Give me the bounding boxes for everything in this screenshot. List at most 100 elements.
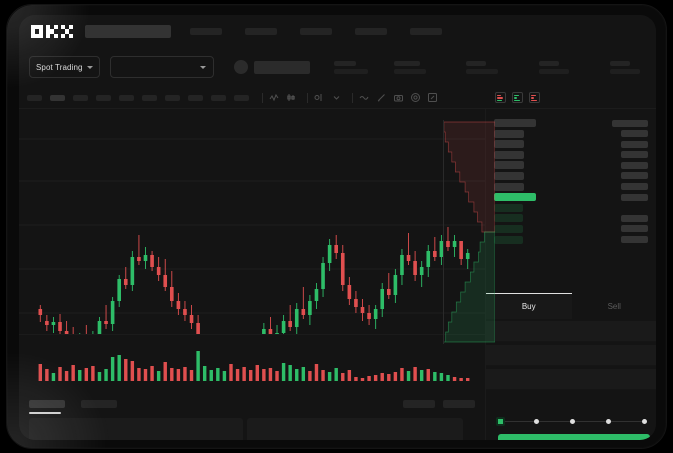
trading-mode-selector[interactable]: Spot Trading	[29, 56, 100, 78]
submit-order-button[interactable]	[498, 434, 650, 440]
orderbook-row[interactable]	[494, 129, 648, 138]
amount-percent-slider[interactable]	[496, 416, 648, 426]
orderbook-and-order-form: Buy Sell	[485, 109, 656, 440]
orderbook-bid-size	[621, 236, 648, 244]
camera-icon[interactable]	[392, 92, 404, 104]
orderbook-row[interactable]	[494, 235, 648, 244]
trading-pair-selector[interactable]	[109, 56, 214, 78]
tab-buy-label: Buy	[521, 302, 536, 311]
order-field-price[interactable]	[486, 321, 656, 342]
bottom-actions	[403, 400, 475, 408]
orderbook-bid-price	[494, 203, 523, 212]
orderbook-row[interactable]	[494, 171, 648, 180]
stat-low-24h	[539, 60, 569, 74]
chart-toolbar	[19, 87, 656, 109]
orderbook-rows[interactable]	[486, 109, 656, 244]
timeframe-30m[interactable]	[96, 94, 111, 101]
line-chart-icon[interactable]	[268, 92, 280, 104]
bottom-card-right[interactable]	[247, 418, 463, 440]
stat-label	[393, 60, 420, 66]
orderbook-row[interactable]	[494, 224, 648, 233]
okx-logo[interactable]	[31, 24, 75, 38]
fullscreen-icon[interactable]	[426, 92, 438, 104]
timeframe-1d[interactable]	[165, 94, 180, 101]
market-stats-primary	[333, 60, 426, 74]
timeframe-1h[interactable]	[119, 94, 134, 101]
orderbook-both-icon[interactable]	[495, 92, 506, 103]
nav-item-markets[interactable]	[190, 27, 222, 35]
orderbook-layout-toggles	[495, 92, 648, 103]
orderbook-row[interactable]	[494, 214, 648, 223]
orderbook-ask-price	[494, 150, 524, 159]
stat-value	[539, 68, 569, 74]
orderbook-bid-price	[494, 224, 523, 233]
nav-item-trade[interactable]	[245, 27, 277, 35]
slider-step-dot[interactable]	[606, 418, 611, 424]
tab-open-orders[interactable]	[29, 400, 65, 414]
orderbook-row[interactable]	[494, 150, 648, 159]
stat-label	[610, 60, 630, 66]
timeframe-4h[interactable]	[142, 94, 157, 101]
slider-step-dot[interactable]	[570, 418, 575, 424]
tab-sell-label: Sell	[607, 302, 621, 311]
order-field-total[interactable]	[486, 369, 656, 390]
orderbook-ask-price	[494, 182, 524, 191]
slider-step-dot[interactable]	[642, 418, 647, 424]
orderbook-ask-size	[612, 119, 648, 127]
orderbook-row[interactable]	[494, 119, 648, 127]
global-search-field[interactable]	[85, 24, 171, 38]
orderbook-row[interactable]	[494, 182, 648, 191]
stat-label	[466, 60, 486, 66]
orderbook-bid-price	[494, 235, 523, 244]
candlestick-chart	[19, 138, 485, 334]
timeframe-1mo[interactable]	[211, 94, 226, 101]
device-frame: Spot Trading	[6, 4, 667, 449]
pencil-icon[interactable]	[375, 92, 387, 104]
bottom-action-2[interactable]	[443, 400, 475, 408]
orderbook-row[interactable]	[494, 140, 648, 149]
chevron-down-icon[interactable]	[330, 92, 342, 104]
pair-name-label	[253, 60, 310, 74]
wave-icon[interactable]	[358, 92, 370, 104]
volume-panel	[19, 334, 485, 394]
slider-handle-active[interactable]	[496, 416, 505, 426]
orderbook-ask-size	[621, 130, 648, 138]
avatar	[233, 60, 248, 74]
bottom-tab-bar	[19, 394, 485, 414]
orderbook-ask-size	[621, 172, 648, 180]
bottom-action-1[interactable]	[403, 400, 435, 408]
timeframe-5m[interactable]	[50, 94, 65, 101]
orderbook-ask-size	[621, 151, 648, 159]
orderbook-bids-icon[interactable]	[512, 92, 523, 103]
bottom-card-left[interactable]	[29, 418, 243, 440]
timeframe-1w[interactable]	[188, 94, 203, 101]
order-field-amount[interactable]	[486, 345, 656, 366]
orderbook-row[interactable]	[494, 193, 648, 202]
stat-label	[539, 60, 559, 66]
bottom-panel	[19, 394, 485, 440]
nav-item-earn[interactable]	[355, 27, 387, 35]
orderbook-asks-icon[interactable]	[529, 92, 540, 103]
price-chart-panel[interactable]	[19, 109, 485, 334]
settings-icon[interactable]	[409, 92, 421, 104]
orderbook-ask-price	[494, 140, 524, 149]
stat-volume-24h	[610, 60, 640, 74]
stat-last-price	[333, 60, 368, 74]
orderbook-row[interactable]	[494, 161, 648, 170]
trading-mode-label: Spot Trading	[36, 62, 83, 72]
timeframe-15m[interactable]	[73, 94, 88, 101]
orderbook-row[interactable]	[494, 203, 648, 212]
indicator-icon[interactable]	[313, 92, 325, 104]
tab-sell[interactable]: Sell	[572, 293, 657, 319]
bottom-content-cards	[19, 414, 485, 440]
orderbook-ask-size	[621, 161, 648, 169]
nav-item-more[interactable]	[410, 27, 442, 35]
nav-item-derivatives[interactable]	[300, 27, 332, 35]
candle-chart-icon[interactable]	[285, 92, 297, 104]
timeframe-more[interactable]	[234, 94, 249, 101]
tab-order-history[interactable]	[81, 400, 117, 408]
orderbook-ask-price	[494, 129, 524, 138]
slider-step-dot[interactable]	[534, 418, 539, 424]
timeframe-1m[interactable]	[27, 94, 42, 101]
tab-buy[interactable]: Buy	[486, 293, 572, 319]
